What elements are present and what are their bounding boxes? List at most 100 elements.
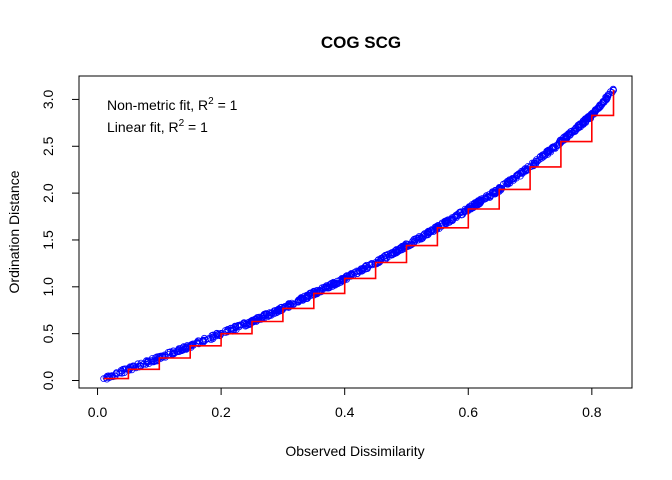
data-point <box>209 335 217 343</box>
y-tick-label: 1.0 <box>40 277 56 297</box>
data-point <box>443 216 451 224</box>
legend-nonmetric-prefix: Non-metric fit, R <box>107 97 208 113</box>
data-point <box>591 106 599 114</box>
data-point <box>520 168 527 176</box>
data-point <box>569 128 577 136</box>
data-point <box>164 348 172 356</box>
y-tick-label: 3.0 <box>40 89 56 109</box>
data-point <box>387 251 395 259</box>
data-point <box>299 296 307 304</box>
data-point <box>532 157 540 165</box>
data-point <box>468 201 476 208</box>
data-point <box>545 148 552 156</box>
data-point <box>290 300 298 308</box>
data-point <box>397 244 404 252</box>
data-point <box>174 347 182 354</box>
chart-title: COG SCG <box>321 33 401 52</box>
y-axis: 0.0 0.5 1.0 1.5 2.0 2.5 3.0 <box>40 89 80 391</box>
legend-linear-prefix: Linear fit, R <box>107 119 179 135</box>
data-point <box>488 188 496 196</box>
data-point <box>128 364 136 371</box>
data-point <box>351 268 358 276</box>
data-point <box>392 246 400 253</box>
data-point <box>484 193 492 201</box>
legend-nonmetric-fit: Non-metric fit, R2 = 1 <box>107 96 238 113</box>
data-point <box>189 340 197 348</box>
data-point <box>414 236 422 244</box>
data-point <box>199 336 207 344</box>
data-point <box>120 369 128 377</box>
data-point <box>273 307 281 315</box>
data-point <box>322 284 329 292</box>
data-point <box>583 115 590 123</box>
data-point <box>232 323 240 330</box>
data-point <box>448 214 456 222</box>
y-tick-label: 2.0 <box>40 183 56 203</box>
x-tick-label: 0.4 <box>335 404 355 420</box>
legend-nonmetric-suffix: = 1 <box>214 97 238 113</box>
data-point <box>576 123 583 130</box>
x-axis-title: Observed Dissimilarity <box>285 443 424 459</box>
data-point <box>421 230 429 238</box>
data-point <box>348 270 356 278</box>
data-point <box>519 170 526 177</box>
legend-linear-fit: Linear fit, R2 = 1 <box>107 118 208 135</box>
data-point <box>508 175 516 183</box>
data-point <box>304 293 312 301</box>
y-tick-label: 0.5 <box>40 324 56 344</box>
data-point <box>275 305 283 313</box>
data-point <box>476 198 484 206</box>
fit-line <box>103 90 615 380</box>
data-point <box>396 244 404 252</box>
legend-linear-suffix: = 1 <box>184 119 208 135</box>
data-point <box>333 280 341 288</box>
y-tick-label: 2.5 <box>40 136 56 156</box>
data-point <box>263 310 271 318</box>
data-point <box>419 231 427 239</box>
data-point <box>359 267 366 275</box>
data-point <box>448 216 456 224</box>
data-point <box>477 195 485 203</box>
x-tick-label: 0.6 <box>459 404 479 420</box>
data-point <box>424 231 432 239</box>
data-point <box>267 311 275 319</box>
y-axis-title: Ordination Distance <box>6 170 22 293</box>
data-point <box>112 370 120 378</box>
data-point <box>148 358 156 366</box>
data-point <box>175 348 183 356</box>
legend-nonmetric-sup: 2 <box>208 96 214 107</box>
x-tick-label: 0.2 <box>211 404 231 420</box>
data-point <box>222 329 229 336</box>
data-point <box>143 359 151 367</box>
data-point <box>574 124 582 132</box>
data-point <box>600 98 608 106</box>
data-point <box>240 319 247 327</box>
data-point <box>288 299 296 307</box>
data-point <box>513 172 520 179</box>
data-point <box>448 217 456 225</box>
data-point <box>546 146 553 154</box>
data-point <box>459 211 466 219</box>
x-axis: 0.0 0.2 0.4 0.6 0.8 <box>88 387 602 420</box>
data-point <box>452 211 460 219</box>
data-point <box>562 133 570 141</box>
data-point <box>478 196 486 204</box>
data-point <box>604 91 612 99</box>
y-tick-label: 0.0 <box>40 371 56 391</box>
data-point <box>600 98 608 105</box>
data-point <box>168 350 176 358</box>
data-point <box>540 153 547 161</box>
data-point <box>330 281 338 289</box>
data-point <box>295 296 303 304</box>
legend-linear-sup: 2 <box>179 118 185 129</box>
fit-step-line <box>103 90 615 380</box>
data-point <box>180 345 188 353</box>
data-point <box>257 315 265 323</box>
data-point <box>216 331 224 339</box>
data-point <box>417 235 425 243</box>
fit-legend: Non-metric fit, R2 = 1 Linear fit, R2 = … <box>107 96 238 135</box>
y-tick-label: 1.5 <box>40 230 56 250</box>
data-point <box>227 324 235 332</box>
x-tick-label: 0.0 <box>88 404 108 420</box>
